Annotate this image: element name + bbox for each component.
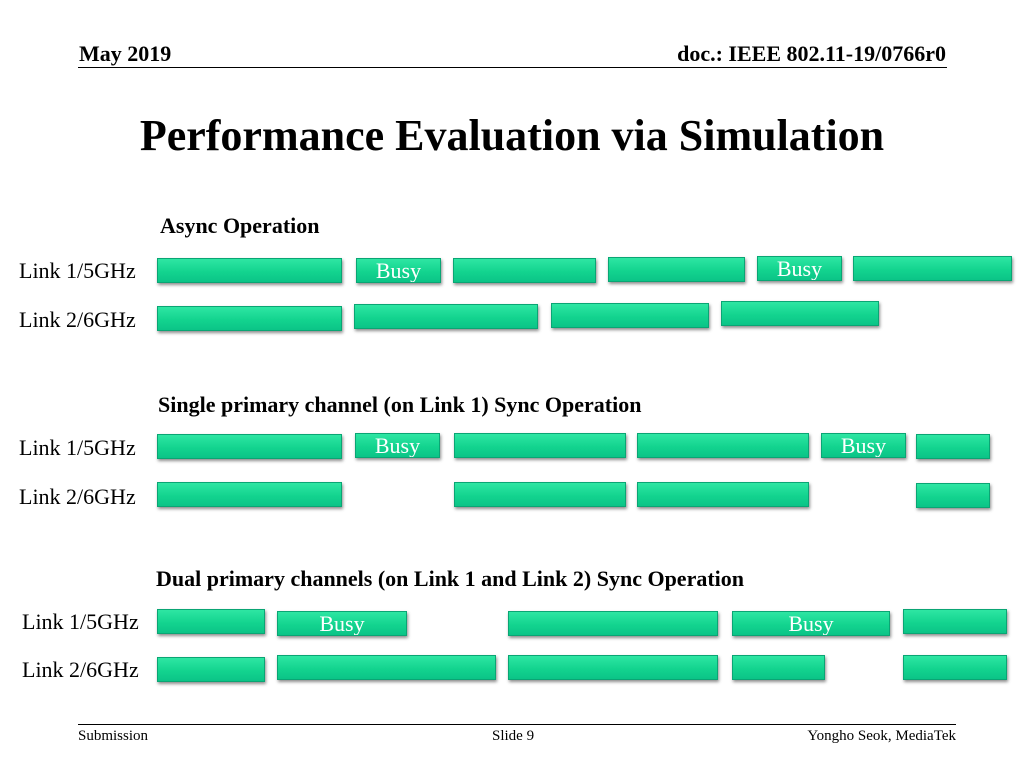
async-link1-tx-bar xyxy=(453,258,596,283)
dual-link2-tx-bar xyxy=(277,655,496,680)
single-link1-busy-bar: Busy xyxy=(821,433,906,458)
dual-link2-tx-bar xyxy=(903,655,1007,680)
header-rule xyxy=(78,67,947,68)
single-link1-tx-bar xyxy=(637,433,809,458)
single-link2-tx-bar xyxy=(916,483,990,508)
single-link2-tx-bar xyxy=(637,482,809,507)
single-link2-label: Link 2/6GHz xyxy=(19,484,136,509)
single-link1-tx-bar xyxy=(157,434,342,459)
footer-submission: Submission xyxy=(78,728,149,744)
dual-link1-tx-bar xyxy=(508,611,718,636)
dual-link1-tx-bar xyxy=(903,609,1007,634)
single-link2-tx-bar xyxy=(157,482,342,507)
dual-link2-tx-bar xyxy=(508,655,718,680)
dual-link2-tx-bar xyxy=(157,657,265,682)
single-link1-busy-bar: Busy xyxy=(355,433,440,458)
single-link1-tx-bar xyxy=(454,433,626,458)
dual-link1-tx-bar xyxy=(157,609,265,634)
single-link2-tx-bar xyxy=(454,482,626,507)
single-link1-tx-bar xyxy=(916,434,990,459)
header-doc-id: doc.: IEEE 802.11-19/0766r0 xyxy=(677,41,946,66)
async-link2-tx-bar xyxy=(157,306,342,331)
dual-link1-busy-bar: Busy xyxy=(277,611,407,636)
async-link2-tx-bar xyxy=(354,304,538,329)
section-async-heading: Async Operation xyxy=(160,213,320,238)
slide-title: Performance Evaluation via Simulation xyxy=(139,111,885,160)
footer-author: Yongho Seok, MediaTek xyxy=(807,728,956,744)
dual-link1-label: Link 1/5GHz xyxy=(22,609,139,634)
footer-rule xyxy=(78,724,956,725)
async-link1-busy-bar: Busy xyxy=(356,258,441,283)
async-link2-tx-bar xyxy=(551,303,709,328)
async-link1-tx-bar xyxy=(157,258,342,283)
footer-slide-number: Slide 9 xyxy=(492,728,535,744)
single-link1-label: Link 1/5GHz xyxy=(19,435,136,460)
async-link1-busy-bar: Busy xyxy=(757,256,842,281)
header-date: May 2019 xyxy=(79,41,172,66)
dual-link2-label: Link 2/6GHz xyxy=(22,657,139,682)
async-link1-label: Link 1/5GHz xyxy=(19,258,136,283)
async-link1-tx-bar xyxy=(853,256,1012,281)
section-single-primary-heading: Single primary channel (on Link 1) Sync … xyxy=(158,392,642,417)
section-dual-primary-heading: Dual primary channels (on Link 1 and Lin… xyxy=(156,566,745,591)
dual-link1-busy-bar: Busy xyxy=(732,611,890,636)
async-link1-tx-bar xyxy=(608,257,745,282)
async-link2-label: Link 2/6GHz xyxy=(19,307,136,332)
dual-link2-tx-bar xyxy=(732,655,825,680)
async-link2-tx-bar xyxy=(721,301,879,326)
